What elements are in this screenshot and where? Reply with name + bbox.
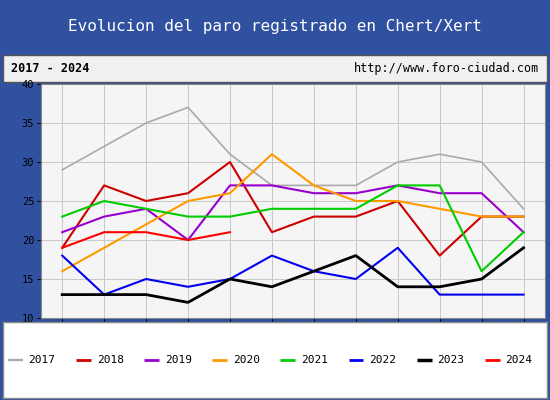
Text: http://www.foro-ciudad.com: http://www.foro-ciudad.com: [354, 62, 539, 76]
Text: 2023: 2023: [437, 355, 464, 365]
Text: 2017: 2017: [29, 355, 56, 365]
Text: 2020: 2020: [233, 355, 260, 365]
Text: 2021: 2021: [301, 355, 328, 365]
Text: 2024: 2024: [505, 355, 532, 365]
Text: 2019: 2019: [165, 355, 192, 365]
Text: 2017 - 2024: 2017 - 2024: [11, 62, 89, 76]
Text: 2018: 2018: [97, 355, 124, 365]
Text: 2022: 2022: [369, 355, 396, 365]
Text: Evolucion del paro registrado en Chert/Xert: Evolucion del paro registrado en Chert/X…: [68, 18, 482, 34]
